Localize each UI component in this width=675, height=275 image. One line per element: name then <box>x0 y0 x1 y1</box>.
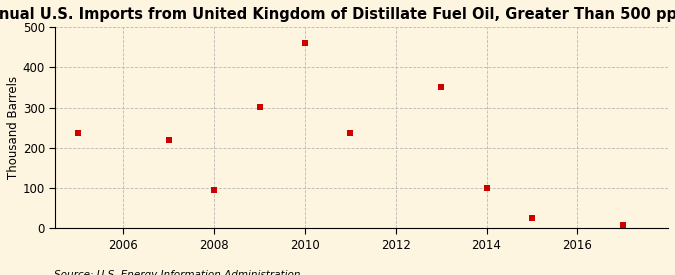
Point <box>436 84 447 89</box>
Point <box>617 223 628 227</box>
Y-axis label: Thousand Barrels: Thousand Barrels <box>7 76 20 179</box>
Point <box>481 186 492 190</box>
Point <box>254 104 265 109</box>
Point <box>300 41 310 46</box>
Title: Annual U.S. Imports from United Kingdom of Distillate Fuel Oil, Greater Than 500: Annual U.S. Imports from United Kingdom … <box>0 7 675 22</box>
Point <box>73 130 84 135</box>
Point <box>345 130 356 135</box>
Point <box>526 216 537 220</box>
Text: Source: U.S. Energy Information Administration: Source: U.S. Energy Information Administ… <box>54 271 300 275</box>
Point <box>163 138 174 142</box>
Point <box>209 188 219 192</box>
